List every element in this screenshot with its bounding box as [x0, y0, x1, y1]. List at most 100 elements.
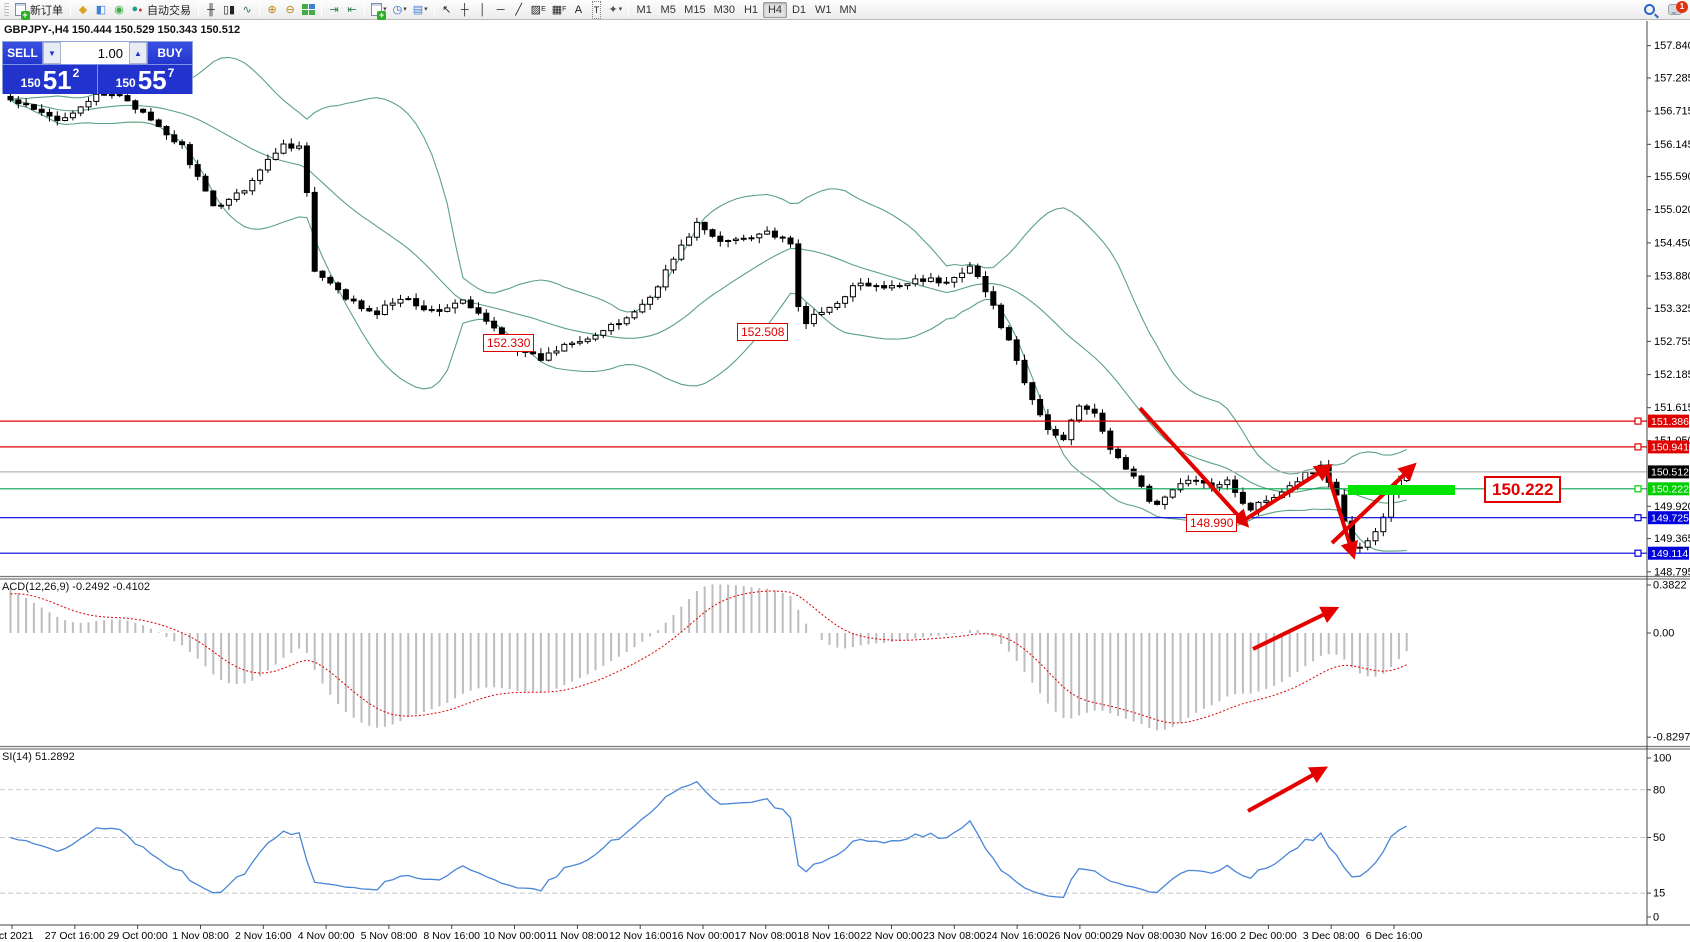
- buy-price-point: 7: [167, 66, 175, 80]
- svg-text:0.00: 0.00: [1653, 628, 1674, 640]
- rsi-grid: [0, 789, 1647, 894]
- zoom-out-button[interactable]: ⊖: [281, 1, 299, 19]
- price-annotation-flag[interactable]: 152.508: [737, 323, 789, 341]
- horizontal-level-lines[interactable]: [0, 420, 1647, 554]
- candlestick-chart-button[interactable]: ▯▮: [220, 1, 238, 19]
- svg-text:148.795: 148.795: [1654, 566, 1690, 578]
- timeframe-D1[interactable]: D1: [791, 3, 807, 16]
- one-click-trade-widget: SELL ▼ ▲ BUY 150 51 2 150 55 7: [2, 41, 193, 94]
- cursor-button[interactable]: ↖: [438, 1, 456, 19]
- svg-text:0.3822: 0.3822: [1653, 580, 1687, 592]
- auto-scroll-button[interactable]: ⇥: [325, 1, 343, 19]
- svg-text:149.365: 149.365: [1654, 533, 1690, 545]
- line-chart-button[interactable]: ∿: [238, 1, 256, 19]
- svg-text:155.590: 155.590: [1654, 171, 1690, 183]
- chevron-down-icon: ▾: [403, 5, 407, 13]
- timeframe-W1[interactable]: W1: [814, 3, 832, 16]
- chart-shift-button[interactable]: ⇤: [343, 1, 361, 19]
- arrows-button[interactable]: ✦ ▾: [605, 1, 625, 19]
- timeframe-toolbar: M1 M5 M15 M30 H1 H4 D1 W1 MN: [632, 1, 860, 18]
- timeframe-H1[interactable]: H1: [743, 3, 759, 16]
- toolbar-separator: [433, 2, 435, 17]
- search-icon: [1643, 4, 1655, 15]
- toolbar-separator: [198, 2, 199, 17]
- svg-text:16 Nov 00:00: 16 Nov 00:00: [672, 930, 735, 942]
- new-chart-button[interactable]: ▾: [368, 1, 390, 20]
- timeframe-H4[interactable]: H4: [762, 1, 787, 18]
- svg-text:6 Dec 16:00: 6 Dec 16:00: [1366, 930, 1423, 942]
- price-chart[interactable]: 157.840 157.285 156.715 156.145 155.590 155.0…: [0, 20, 1690, 942]
- horizontal-line-button[interactable]: ─: [492, 1, 510, 19]
- sell-button[interactable]: SELL: [3, 42, 43, 64]
- price-annotation-flag[interactable]: 152.330: [483, 334, 535, 352]
- timeframe-M5[interactable]: M5: [660, 3, 676, 16]
- svg-text:150.512: 150.512: [1651, 467, 1689, 479]
- fibonacci-button[interactable]: ▦ F: [549, 1, 570, 19]
- timeframe-M1[interactable]: M1: [636, 3, 652, 16]
- price-axis[interactable]: 157.840 157.285 156.715 156.145 155.590 155.0…: [1647, 40, 1690, 924]
- signals-button[interactable]: ◉: [110, 1, 128, 19]
- template-button[interactable]: ▤ ▾: [410, 1, 431, 19]
- timeframe-M15[interactable]: M15: [684, 3, 706, 16]
- svg-text:2 Nov 16:00: 2 Nov 16:00: [235, 930, 292, 942]
- svg-text:152.185: 152.185: [1654, 369, 1690, 381]
- svg-text:149.725: 149.725: [1651, 513, 1689, 525]
- new-order-button[interactable]: [11, 1, 30, 20]
- macd-histogram: [9, 584, 1408, 731]
- channel-letter: E: [541, 5, 546, 13]
- svg-text:27 Oct 16:00: 27 Oct 16:00: [45, 930, 105, 942]
- cursor-icon: ↖: [442, 3, 452, 16]
- tile-windows-button[interactable]: [299, 1, 318, 19]
- timeframe-MN[interactable]: MN: [839, 3, 857, 16]
- trendline-button[interactable]: ╱: [510, 1, 528, 19]
- timeframe-M30[interactable]: M30: [713, 3, 735, 16]
- chevron-down-icon: ▾: [618, 5, 623, 13]
- svg-text:18 Nov 16:00: 18 Nov 16:00: [797, 930, 860, 942]
- crosshair-button[interactable]: ┼: [456, 1, 474, 19]
- macd-signal-line: [10, 590, 1407, 724]
- sell-price-integer: 150: [20, 76, 41, 90]
- text-button[interactable]: A: [569, 1, 587, 19]
- svg-text:23 Nov 08:00: 23 Nov 08:00: [923, 930, 986, 942]
- arrows-icon: ✦: [608, 3, 618, 16]
- autotrading-icon: ●●: [131, 2, 143, 15]
- volume-up-button[interactable]: ▲: [129, 42, 147, 64]
- volume-down-button[interactable]: ▼: [43, 42, 61, 64]
- zoom-in-button[interactable]: ⊕: [263, 1, 281, 19]
- svg-text:150.222: 150.222: [1651, 484, 1689, 496]
- support-highlight-bar[interactable]: [1348, 485, 1455, 495]
- bar-chart-button[interactable]: ╫: [202, 1, 220, 19]
- navigator-button[interactable]: ◧: [92, 1, 110, 19]
- sell-price-display[interactable]: 150 51 2: [3, 65, 98, 94]
- svg-text:2 Dec 00:00: 2 Dec 00:00: [1240, 930, 1297, 942]
- text-label-button[interactable]: T: [587, 0, 605, 19]
- vertical-line-button[interactable]: │: [474, 1, 492, 19]
- channel-button[interactable]: ▨ E: [528, 1, 549, 19]
- svg-text:24 Nov 16:00: 24 Nov 16:00: [986, 930, 1049, 942]
- market-watch-button[interactable]: ◆: [74, 1, 92, 19]
- chevron-down-icon: ▾: [383, 5, 387, 13]
- autotrading-label[interactable]: 自动交易: [147, 4, 191, 17]
- autotrading-button[interactable]: ●●: [128, 1, 146, 19]
- candlestick-chart-icon: ▯▮: [223, 3, 236, 16]
- highlight-price-label[interactable]: 150.222: [1484, 476, 1562, 503]
- chart-shift-icon: ⇤: [347, 3, 357, 16]
- clock-icon: ◷: [392, 3, 403, 16]
- buy-price-display[interactable]: 150 55 7: [98, 65, 192, 94]
- toolbar-grip[interactable]: [4, 3, 9, 16]
- chat-button[interactable]: 1: [1668, 1, 1688, 15]
- svg-text:80: 80: [1653, 784, 1665, 796]
- period-selector-button[interactable]: ◷ ▾: [390, 1, 410, 19]
- volume-input[interactable]: [61, 42, 129, 64]
- svg-text:155.020: 155.020: [1654, 204, 1690, 216]
- trend-arrows[interactable]: [1138, 406, 1417, 813]
- macd-indicator-label: ACD(12,26,9) -0.2492 -0.4102: [2, 581, 150, 593]
- search-button[interactable]: [1640, 1, 1658, 19]
- price-annotation-flag[interactable]: 148.990: [1186, 514, 1238, 532]
- main-toolbar: 新订单 ◆ ◧ ◉ ●● 自动交易 ╫ ▯▮ ∿ ⊕ ⊖ ⇥ ⇤ ▾ ◷▾ ▤▾…: [0, 0, 1690, 20]
- new-order-label[interactable]: 新订单: [30, 4, 63, 17]
- buy-button[interactable]: BUY: [147, 42, 192, 64]
- symbol-ohlc-line: GBPJPY-,H4 150.444 150.529 150.343 150.5…: [4, 24, 241, 36]
- svg-text:151.615: 151.615: [1654, 402, 1690, 414]
